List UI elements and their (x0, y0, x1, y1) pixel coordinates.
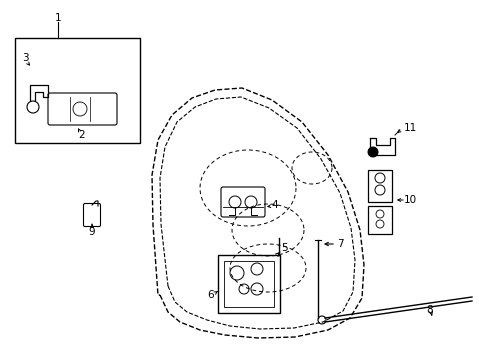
Text: 8: 8 (426, 305, 432, 315)
Text: 5: 5 (280, 243, 287, 253)
Text: 9: 9 (88, 227, 95, 237)
Text: 10: 10 (403, 195, 416, 205)
Text: 3: 3 (21, 53, 28, 63)
Text: 2: 2 (79, 130, 85, 140)
Bar (15, 38, 140, 143)
Circle shape (367, 147, 377, 157)
Text: 1: 1 (55, 13, 61, 23)
Bar (224, 261, 273, 307)
Bar (367, 206, 391, 234)
Bar (367, 170, 391, 202)
Text: 11: 11 (403, 123, 416, 133)
Text: 4: 4 (271, 200, 278, 210)
Text: 7: 7 (336, 239, 343, 249)
Text: 6: 6 (207, 290, 214, 300)
Bar (218, 255, 280, 313)
